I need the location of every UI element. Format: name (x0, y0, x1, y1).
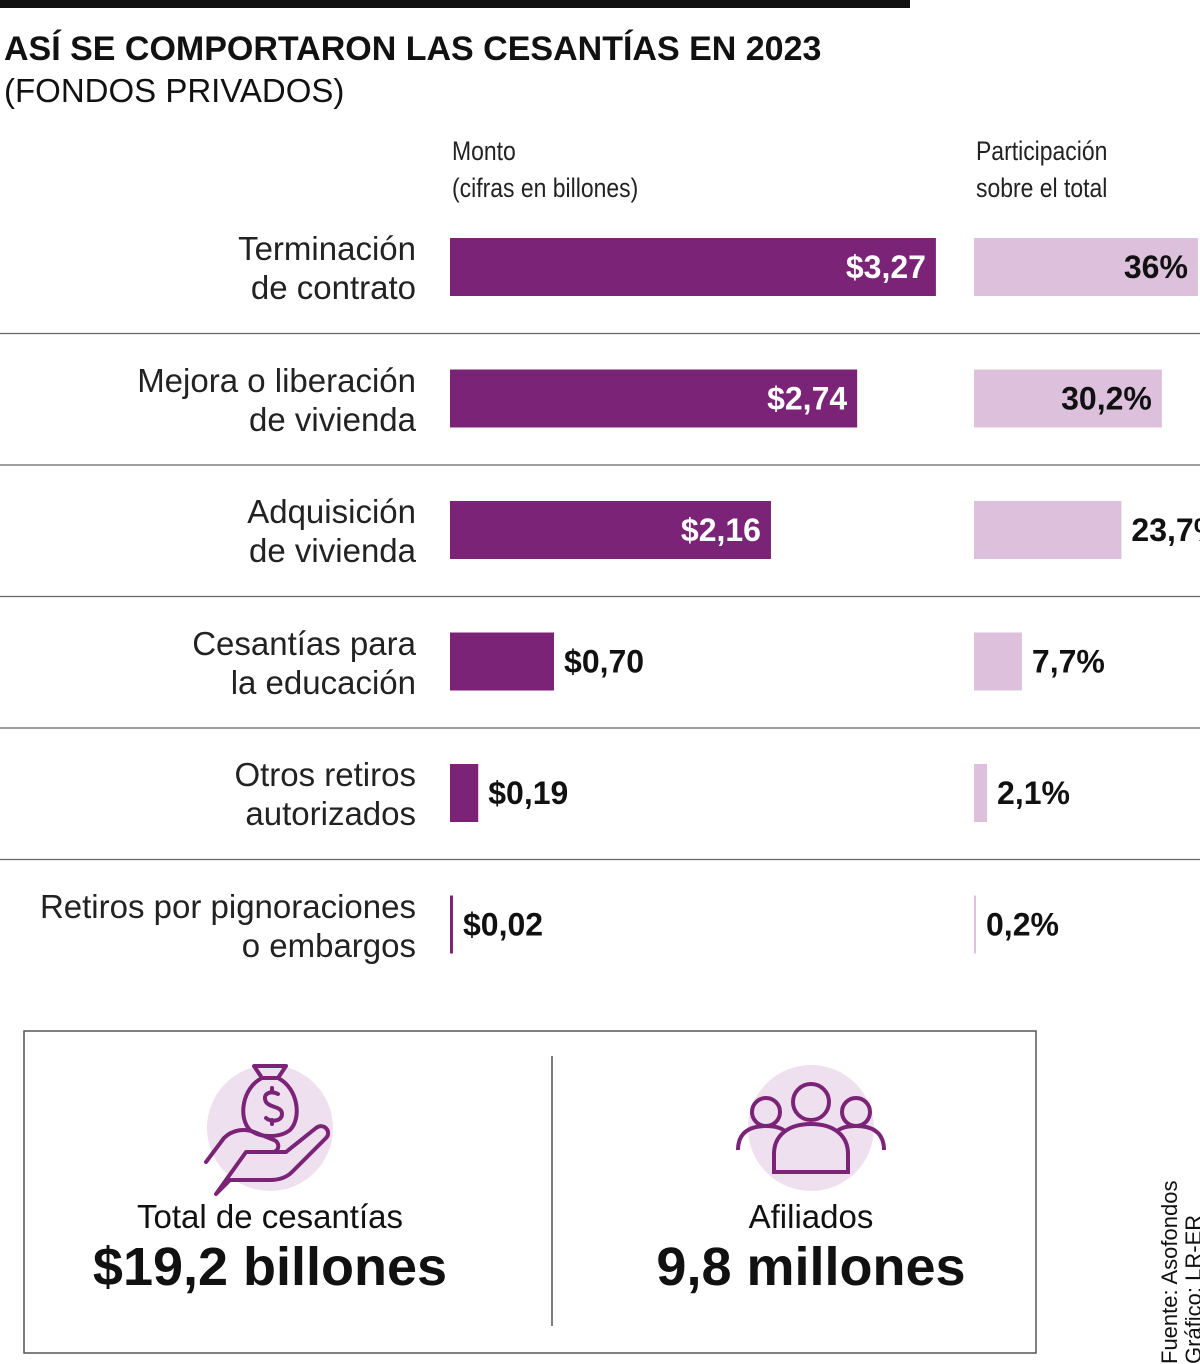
title: ASÍ SE COMPORTARON LAS CESANTÍAS EN 2023 (4, 30, 822, 68)
bar (450, 632, 555, 691)
bar (974, 632, 1022, 691)
bar (974, 369, 1162, 428)
series-header: Monto (cifras en billones) (452, 136, 639, 203)
category-label: Retiros por pignoraciones o embargos (39, 887, 416, 964)
summary-label: Total de cesantías (137, 1198, 403, 1235)
series-header: Participación sobre el total (976, 136, 1108, 203)
value-label: $3,27 (846, 249, 926, 285)
value-label: 23,7% (1131, 512, 1200, 548)
value-label: 0,2% (986, 907, 1059, 943)
bar (450, 764, 479, 822)
bar (974, 895, 976, 954)
value-label: $0,02 (463, 907, 543, 943)
value-label: $0,70 (564, 644, 644, 680)
summary-label: Afiliados (748, 1198, 874, 1235)
source-text: Fuente: Asofondos (1157, 1180, 1182, 1364)
value-label: $2,74 (767, 381, 847, 417)
bar (450, 238, 936, 296)
bar (974, 764, 988, 822)
top-rule (0, 0, 910, 8)
money-icon (204, 1064, 333, 1196)
people-icon (736, 1065, 886, 1191)
category-label: Adquisición de vivienda (247, 493, 416, 569)
summary-value: 9,8 millones (656, 1237, 966, 1297)
bar (974, 238, 1198, 296)
value-label: $0,19 (488, 775, 568, 811)
bar (450, 895, 453, 954)
summary-value: $19,2 billones (92, 1237, 448, 1297)
category-label: Terminación de contrato (238, 230, 416, 306)
source: Fuente: Asofondos Gráfico: LR-ER (1157, 1154, 1200, 1364)
category-label: Otros retiros autorizados (234, 756, 416, 832)
category-label: Mejora o liberación de vivienda (137, 361, 416, 438)
credit-text: Gráfico: LR-ER (1181, 1214, 1200, 1364)
value-label: 36% (1124, 249, 1188, 285)
bar (450, 369, 858, 428)
bar (450, 501, 771, 559)
bar (974, 501, 1122, 559)
category-label: Cesantías para la educación (192, 624, 416, 701)
value-label: $2,16 (681, 512, 761, 548)
subtitle: (FONDOS PRIVADOS) (4, 72, 345, 109)
value-label: 7,7% (1032, 644, 1105, 680)
value-label: 2,1% (997, 775, 1070, 811)
value-label: 30,2% (1061, 381, 1152, 417)
summary-box (23, 1030, 1037, 1354)
